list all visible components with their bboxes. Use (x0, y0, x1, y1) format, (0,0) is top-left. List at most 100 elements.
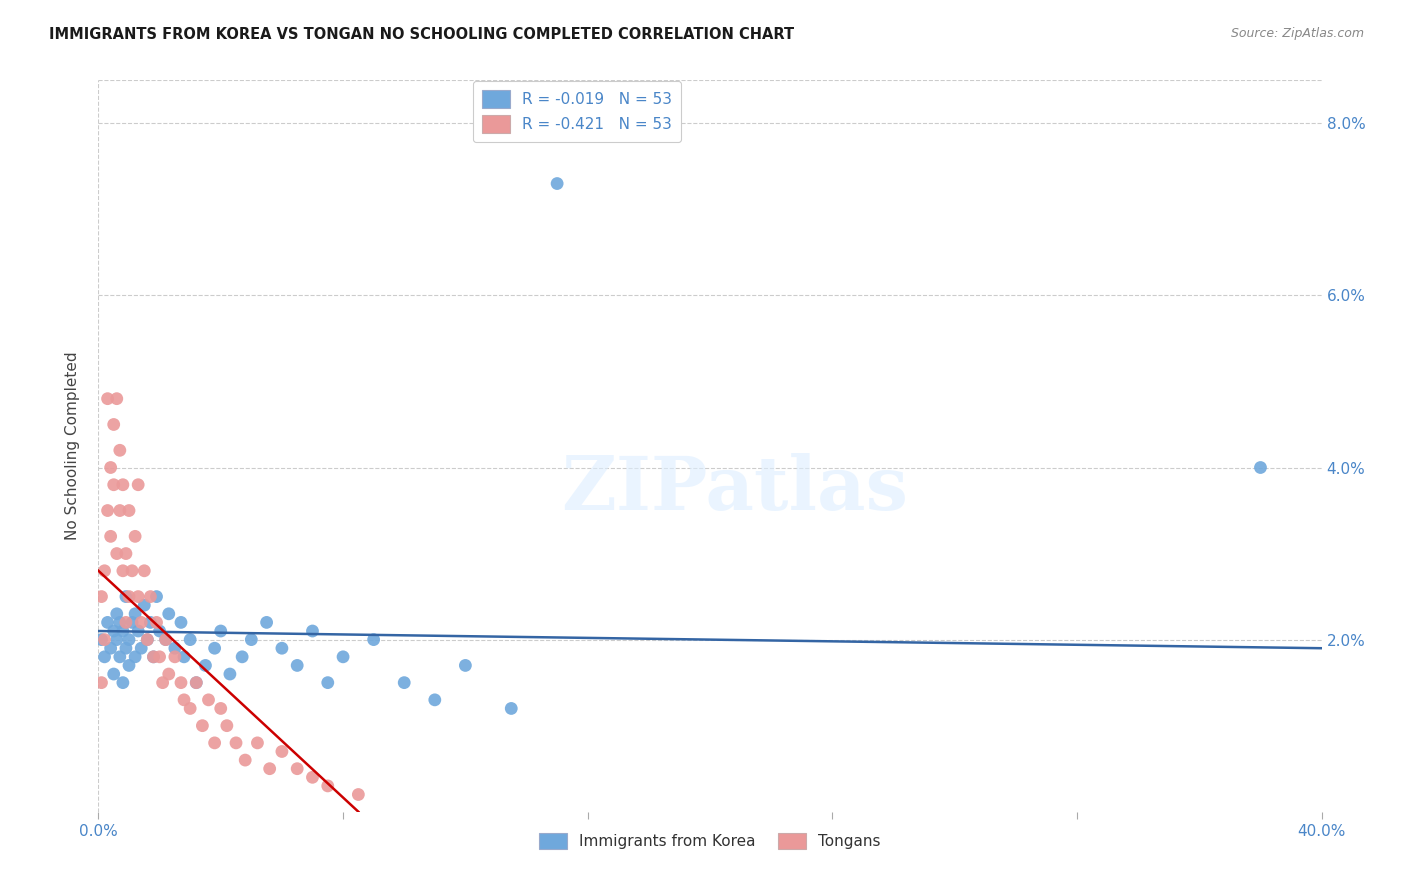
Point (145, 590, 167, 604)
Point (246, 736, 269, 750)
Point (316, 779, 339, 793)
Point (170, 675, 193, 690)
Point (127, 590, 149, 604)
Point (103, 667, 125, 681)
Point (157, 607, 180, 621)
Point (100, 529, 122, 543)
Point (105, 607, 128, 621)
Point (347, 788, 370, 802)
Point (108, 615, 131, 630)
Point (142, 649, 165, 664)
Point (155, 632, 177, 647)
Point (105, 392, 128, 406)
Point (100, 460, 122, 475)
Point (256, 615, 278, 630)
Point (103, 624, 125, 638)
Point (134, 598, 156, 612)
Point (157, 667, 180, 681)
Point (501, 701, 523, 715)
Point (115, 590, 138, 604)
Point (152, 675, 174, 690)
Point (103, 417, 125, 432)
Point (186, 675, 208, 690)
Point (136, 632, 159, 647)
Point (124, 529, 146, 543)
Point (115, 615, 138, 630)
Point (179, 632, 201, 647)
Point (124, 607, 146, 621)
Point (127, 624, 149, 638)
Point (97, 615, 120, 630)
Point (316, 675, 339, 690)
Point (129, 641, 152, 656)
Point (127, 477, 149, 491)
Point (108, 443, 131, 458)
Point (225, 736, 247, 750)
Point (219, 667, 242, 681)
Point (139, 615, 162, 630)
Point (186, 675, 208, 690)
Point (363, 632, 385, 647)
Point (233, 753, 256, 767)
Point (301, 624, 323, 638)
Point (93, 632, 115, 647)
Point (179, 701, 201, 715)
Point (423, 693, 446, 707)
Point (145, 615, 167, 630)
Point (332, 649, 354, 664)
Point (142, 649, 165, 664)
Point (97, 392, 120, 406)
Point (231, 649, 253, 664)
Text: Source: ZipAtlas.com: Source: ZipAtlas.com (1230, 27, 1364, 40)
Point (105, 632, 128, 647)
Text: ZIPatlas: ZIPatlas (561, 453, 908, 526)
Point (285, 762, 308, 776)
Point (173, 693, 195, 707)
Point (93, 564, 115, 578)
Point (197, 693, 219, 707)
Point (90, 590, 112, 604)
Point (121, 564, 143, 578)
Point (163, 649, 186, 664)
Point (118, 590, 141, 604)
Point (111, 564, 134, 578)
Point (105, 547, 128, 561)
Point (392, 675, 416, 690)
Point (204, 736, 226, 750)
Point (129, 615, 152, 630)
Point (173, 649, 195, 664)
Point (111, 477, 134, 491)
Point (149, 649, 172, 664)
Point (170, 615, 193, 630)
Point (546, 177, 568, 191)
Point (97, 503, 120, 517)
Point (270, 641, 292, 656)
Point (285, 658, 308, 673)
Point (124, 649, 146, 664)
Point (454, 658, 477, 673)
Point (270, 744, 292, 758)
Point (163, 641, 186, 656)
Point (115, 641, 138, 656)
Point (139, 590, 162, 604)
Point (121, 615, 143, 630)
Point (108, 503, 131, 517)
Point (209, 624, 232, 638)
Point (301, 770, 323, 784)
Point (240, 632, 263, 647)
Legend: Immigrants from Korea, Tongans: Immigrants from Korea, Tongans (533, 826, 887, 855)
Point (115, 547, 138, 561)
Point (90, 675, 112, 690)
Point (90, 632, 112, 647)
Point (111, 675, 134, 690)
Point (209, 701, 232, 715)
Point (111, 624, 134, 638)
Y-axis label: No Schooling Completed: No Schooling Completed (65, 351, 80, 541)
Point (134, 564, 156, 578)
Point (100, 641, 122, 656)
Point (136, 632, 159, 647)
Text: IMMIGRANTS FROM KOREA VS TONGAN NO SCHOOLING COMPLETED CORRELATION CHART: IMMIGRANTS FROM KOREA VS TONGAN NO SCHOO… (49, 27, 794, 42)
Point (149, 624, 172, 638)
Point (215, 719, 238, 733)
Point (118, 632, 141, 647)
